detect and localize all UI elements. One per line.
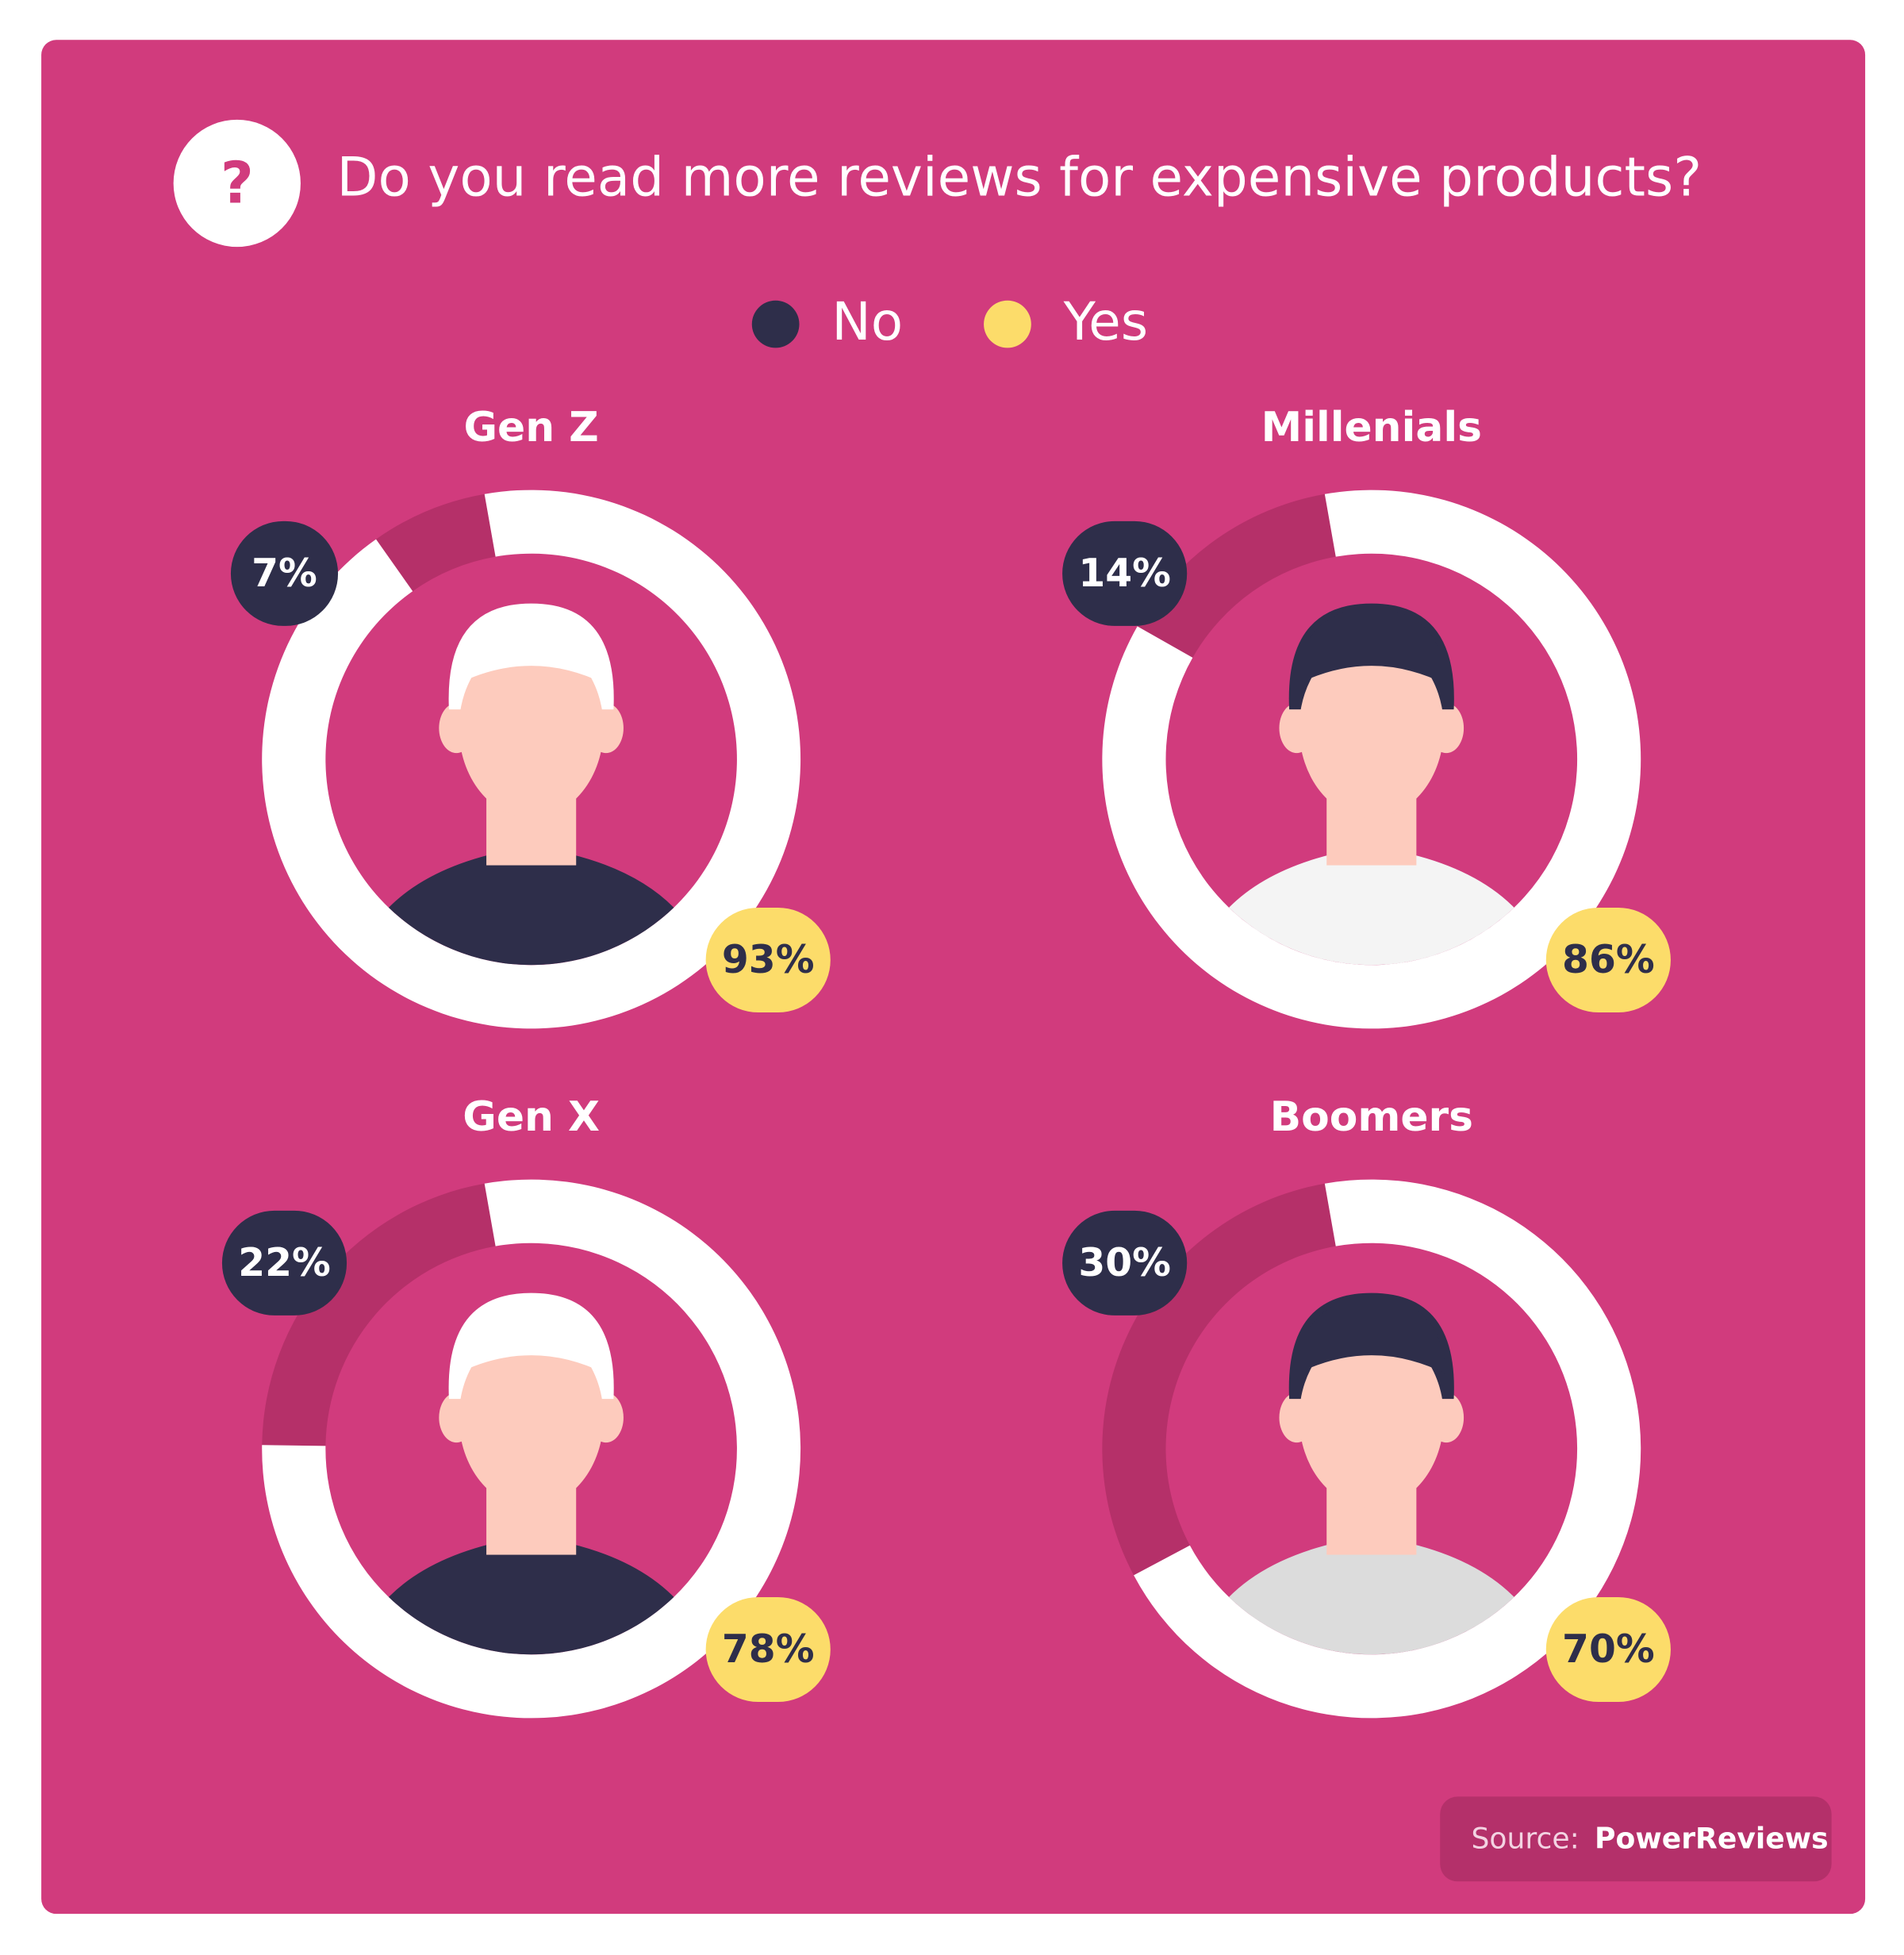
avatar-body (1184, 847, 1559, 966)
avatar-body (1184, 1536, 1559, 1655)
value-badge (1545, 908, 1671, 1012)
question-mark: ? (221, 151, 254, 217)
legend-label: No (831, 291, 903, 352)
avatar (1184, 603, 1559, 966)
value-badge (1062, 1210, 1188, 1315)
avatar-fringe (456, 609, 606, 685)
avatar-face (459, 1327, 604, 1508)
question-icon (173, 119, 301, 248)
source-box (1440, 1796, 1832, 1882)
value-badge (1545, 1597, 1671, 1702)
avatar-face (459, 638, 604, 818)
value-label: 7% (251, 551, 317, 596)
chart-title: Boomers (1270, 1093, 1473, 1141)
chart-title: Gen X (463, 1093, 600, 1141)
value-badge (705, 908, 831, 1012)
value-label: 78% (722, 1627, 815, 1672)
chart-title: Gen Z (464, 404, 599, 451)
value-badge (230, 520, 339, 626)
avatar-fringe (456, 1299, 606, 1374)
avatar-face (1299, 1327, 1444, 1508)
value-badge (221, 1210, 347, 1315)
value-label: 70% (1562, 1627, 1655, 1672)
avatar (344, 1292, 719, 1655)
avatar (1184, 1292, 1559, 1655)
value-label: 93% (722, 938, 815, 982)
donut-segment (262, 1183, 496, 1446)
avatar-fringe (1296, 609, 1447, 685)
title: Do you read more reviews for expensive p… (337, 145, 1702, 208)
value-label: 30% (1078, 1241, 1171, 1285)
value-badge (1062, 520, 1188, 626)
legend-swatch (751, 300, 800, 348)
avatar-body (344, 1536, 719, 1655)
donut-segment (1137, 494, 1336, 658)
avatar-face (1299, 638, 1444, 818)
source-label: Source: (1471, 1821, 1579, 1855)
donut-segment (375, 494, 496, 592)
avatar-fringe (1296, 1299, 1447, 1374)
value-badge (705, 1597, 831, 1702)
avatar-body (344, 847, 719, 966)
legend-label: Yes (1063, 291, 1149, 352)
legend-swatch (984, 300, 1031, 348)
value-label: 22% (238, 1241, 331, 1285)
value-label: 86% (1562, 938, 1655, 982)
value-label: 14% (1078, 551, 1171, 596)
source-name: PowerReviews (1595, 1821, 1829, 1855)
avatar (344, 603, 719, 966)
chart-title: Millenials (1261, 404, 1482, 451)
